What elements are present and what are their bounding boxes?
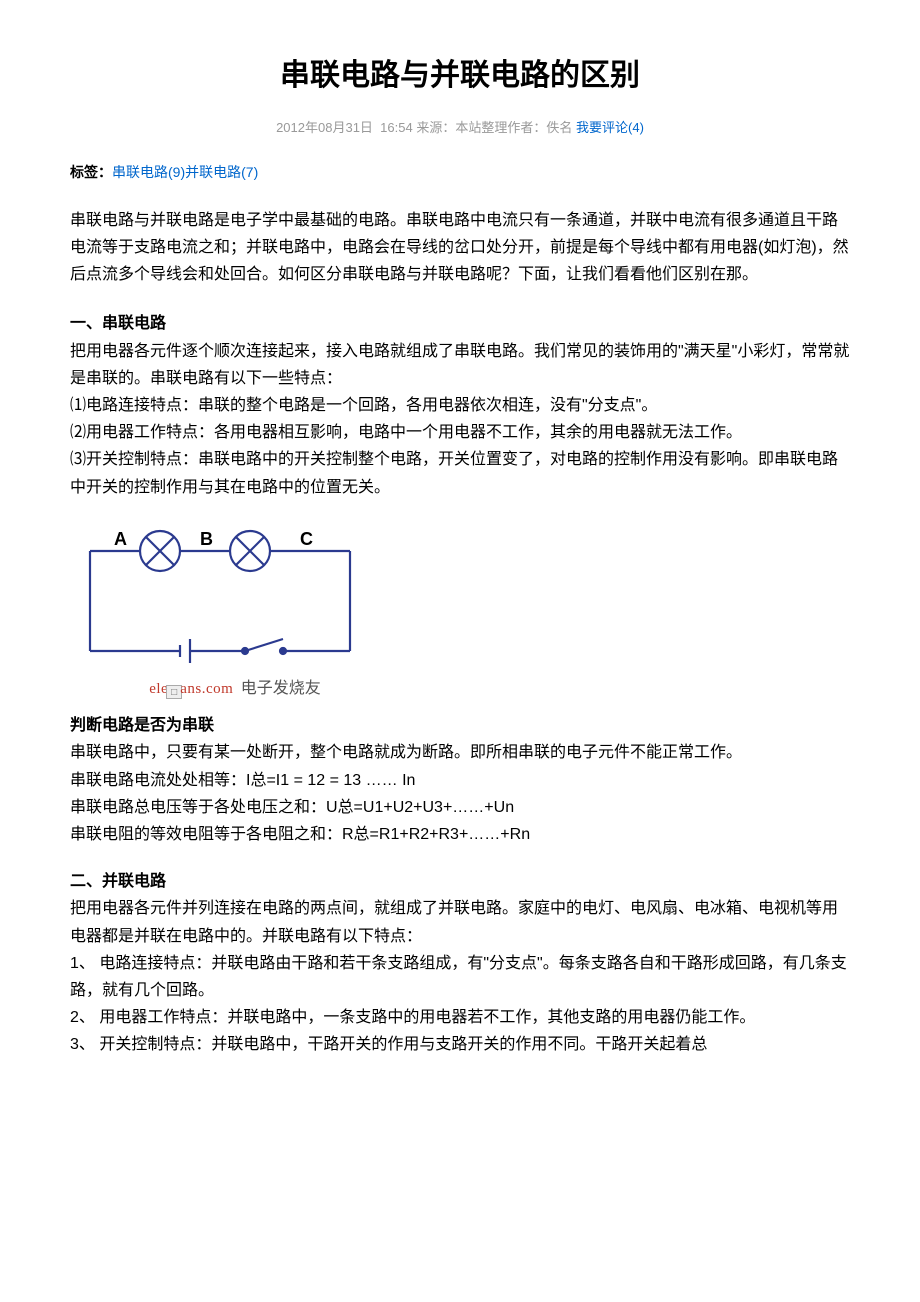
section-series-judge: 判断电路是否为串联 串联电路中，只要有某一处断开，整个电路就成为断路。即所相串联… [70, 712, 850, 848]
comment-count: (4) [628, 120, 644, 135]
meta-source: 本站整理 [455, 120, 507, 135]
series-p3: ⑵用电器工作特点：各用电器相互影响，电路中一个用电器不工作，其余的用电器就无法工… [70, 419, 850, 446]
watermark: ele□ans.com 电子发烧友 [70, 675, 370, 703]
tags-line: 标签：串联电路(9)并联电路(7) [70, 161, 850, 185]
judge-p1: 串联电路中，只要有某一处断开，整个电路就成为断路。即所相串联的电子元件不能正常工… [70, 739, 850, 766]
watermark-ans: ans [180, 681, 202, 697]
meta-time: 16:54 [380, 120, 413, 135]
judge-p3: 串联电路总电压等于各处电压之和：U总=U1+U2+U3+……+Un [70, 794, 850, 821]
meta-author: 佚名 [546, 120, 572, 135]
parallel-p1: 把用电器各元件并列连接在电路的两点间，就组成了并联电路。家庭中的电灯、电风扇、电… [70, 895, 850, 949]
tag-parallel-circuit[interactable]: 并联电路(7) [185, 164, 258, 180]
section-heading-parallel: 二、并联电路 [70, 868, 850, 895]
circuit-label-a: A [114, 529, 127, 549]
meta-date: 2012年08月31日 [276, 120, 373, 135]
section-heading-series: 一、串联电路 [70, 310, 850, 337]
parallel-p2: 1、 电路连接特点：并联电路由干路和若干条支路组成，有"分支点"。每条支路各自和… [70, 950, 850, 1004]
meta-author-label: 作者： [507, 120, 546, 135]
meta-line: 2012年08月31日 16:54 来源：本站整理作者：佚名 我要评论(4) [70, 117, 850, 139]
series-p1: 把用电器各元件逐个顺次连接起来，接入电路就组成了串联电路。我们常见的装饰用的"满… [70, 338, 850, 392]
page-title: 串联电路与并联电路的区别 [70, 50, 850, 101]
section-heading-judge: 判断电路是否为串联 [70, 712, 850, 739]
parallel-p3: 2、 用电器工作特点：并联电路中，一条支路中的用电器若不工作，其他支路的用电器仍… [70, 1004, 850, 1031]
meta-source-label: 来源： [416, 120, 455, 135]
judge-p4: 串联电阻的等效电阻等于各电阻之和：R总=R1+R2+R3+……+Rn [70, 821, 850, 848]
watermark-cn: 电子发烧友 [241, 680, 321, 697]
judge-p2: 串联电路电流处处相等：I总=I1 = 12 = 13 …… In [70, 767, 850, 794]
series-p4: ⑶开关控制特点：串联电路中的开关控制整个电路，开关位置变了，对电路的控制作用没有… [70, 446, 850, 500]
watermark-com: .com [202, 681, 234, 697]
intro-paragraph: 串联电路与并联电路是电子学中最基础的电路。串联电路中电流只有一条通道，并联中电流… [70, 207, 850, 289]
comment-link[interactable]: 我要评论 [576, 120, 628, 135]
circuit-label-b: B [200, 529, 213, 549]
parallel-p4: 3、 开关控制特点：并联电路中，干路开关的作用与支路开关的作用不同。干路开关起着… [70, 1031, 850, 1058]
circuit-label-c: C [300, 529, 313, 549]
tag-series-circuit[interactable]: 串联电路(9) [112, 164, 185, 180]
section-parallel: 二、并联电路 把用电器各元件并列连接在电路的两点间，就组成了并联电路。家庭中的电… [70, 868, 850, 1058]
tags-label: 标签： [70, 164, 112, 180]
series-p2: ⑴电路连接特点：串联的整个电路是一个回路，各用电器依次相连，没有"分支点"。 [70, 392, 850, 419]
circuit-diagram: A B C ele□ans.com 电子发烧友 [70, 521, 370, 703]
section-series: 一、串联电路 把用电器各元件逐个顺次连接起来，接入电路就组成了串联电路。我们常见… [70, 310, 850, 500]
circuit-svg: A B C [70, 521, 370, 671]
